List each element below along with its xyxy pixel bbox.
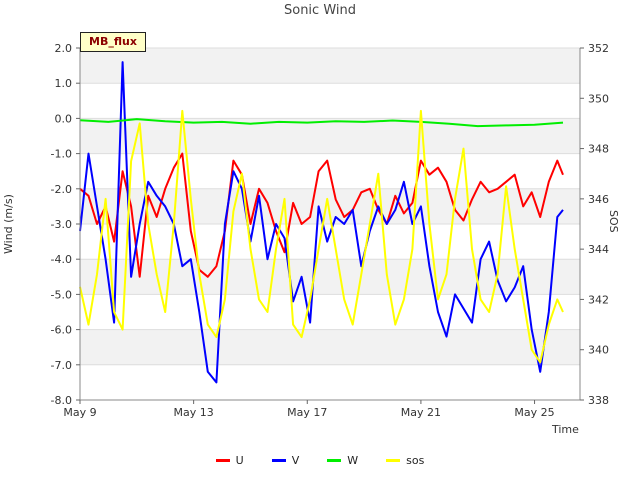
- x-tick-label: May 17: [287, 406, 327, 419]
- y2-tick-label: 346: [588, 193, 609, 206]
- plot-band: [80, 118, 580, 154]
- y-tick-label: -5.0: [51, 288, 72, 301]
- y-tick-label: -7.0: [51, 359, 72, 372]
- legend-label-sos: sos: [406, 454, 425, 467]
- y-tick-label: -6.0: [51, 324, 72, 337]
- legend-label-u: U: [235, 454, 244, 467]
- y-axis-label-left: Wind (m/s): [2, 194, 15, 254]
- legend-swatch-w: [327, 459, 342, 462]
- y2-tick-label: 340: [588, 344, 609, 357]
- legend: U V W sos: [0, 454, 640, 467]
- y2-tick-label: 338: [588, 394, 609, 407]
- series-line-u: [79, 152, 564, 278]
- plot-background-bands: [80, 48, 580, 400]
- plot-band: [80, 224, 580, 260]
- y-tick-label: 0.0: [55, 112, 73, 125]
- y-tick-label: 1.0: [55, 77, 73, 90]
- plot-band: [80, 329, 580, 365]
- y-tick-label: 2.0: [55, 42, 73, 55]
- plot-band: [80, 364, 580, 400]
- x-tick-label: May 9: [63, 406, 96, 419]
- x-tick-label: May 13: [174, 406, 214, 419]
- series-layer: [79, 61, 564, 384]
- y-tick-label: -8.0: [51, 394, 72, 407]
- legend-label-w: W: [347, 454, 359, 467]
- y-tick-label: -3.0: [51, 218, 72, 231]
- y-tick-label: -4.0: [51, 253, 72, 266]
- y2-tick-label: 348: [588, 143, 609, 156]
- legend-label-v: V: [291, 454, 300, 467]
- legend-swatch-u: [215, 459, 230, 462]
- legend-item-u: U: [215, 454, 244, 467]
- axes: 2.0 1.0 0.0 -1.0 -2.0 -3.0 -4.0 -5.0 -6.0 -7.0 -8.…: [51, 42, 609, 419]
- y2-tick-label: 350: [588, 92, 609, 105]
- y2-tick-label: 344: [588, 243, 609, 256]
- series-line-sos: [79, 109, 564, 364]
- y2-tick-label: 342: [588, 293, 609, 306]
- chart-title: Sonic Wind: [283, 3, 356, 18]
- y-axis-label-right: SOS: [607, 210, 620, 233]
- x-tick-label: May 25: [514, 406, 554, 419]
- y-tick-label: -1.0: [51, 148, 72, 161]
- series-line-w: [79, 118, 564, 128]
- legend-item-sos: sos: [386, 454, 424, 467]
- legend-swatch-sos: [386, 459, 401, 462]
- plot-band: [80, 83, 580, 119]
- x-axis-label: Time: [552, 423, 579, 436]
- plot-band: [80, 48, 580, 84]
- x-tick-label: May 21: [401, 406, 441, 419]
- legend-item-v: V: [271, 454, 300, 467]
- legend-item-w: W: [327, 454, 358, 467]
- y2-tick-label: 352: [588, 42, 609, 55]
- y-tick-label: -2.0: [51, 183, 72, 196]
- site-badge: MB_flux: [80, 32, 146, 52]
- legend-swatch-v: [271, 459, 286, 462]
